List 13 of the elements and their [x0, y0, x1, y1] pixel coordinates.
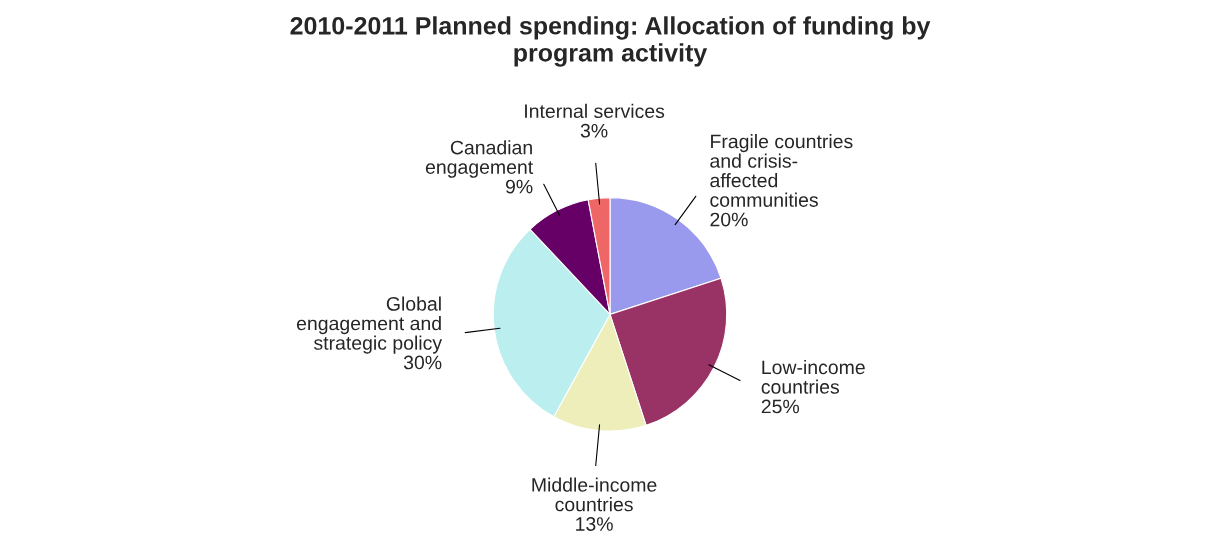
slice-label: Middle-income countries	[532, 477, 657, 512]
chart-title: 2010-2011 Planned spending: Allocation of funding by program activity	[290, 16, 931, 67]
slice-label: Global engagement and strategic policy	[296, 296, 443, 354]
data-label: 9%	[505, 179, 533, 194]
data-label: 13%	[576, 517, 613, 531]
data-label: 3%	[580, 123, 608, 138]
slice-label: Fragile countries and crisis- affected communities	[710, 134, 853, 207]
slice-label: Low-income countries	[761, 359, 865, 394]
slice-label: Internal services	[525, 103, 665, 119]
data-label: 30%	[403, 355, 442, 370]
data-label: 25%	[761, 399, 800, 414]
slice-label: Canadian engagement	[425, 140, 534, 178]
data-label: 20%	[710, 212, 748, 227]
